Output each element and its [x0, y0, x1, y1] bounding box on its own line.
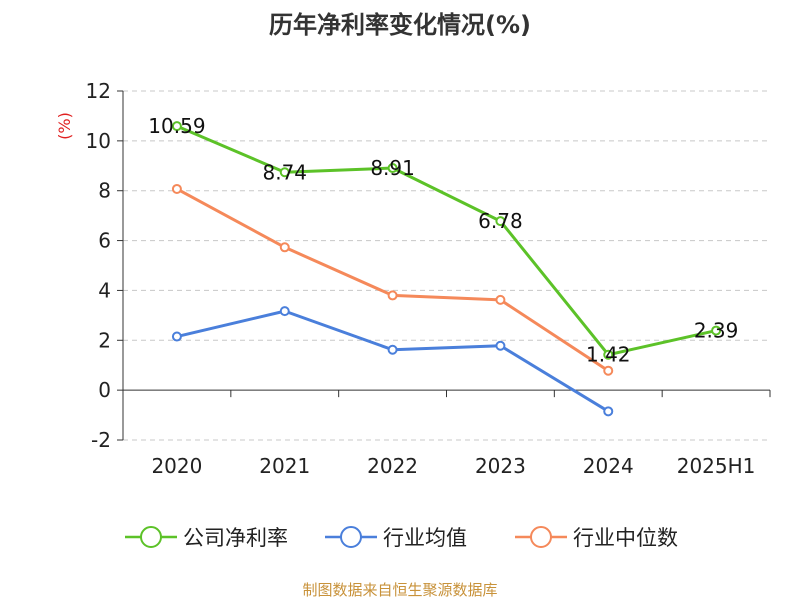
y-tick-label: 2: [98, 328, 111, 352]
legend-item-1[interactable]: 行业均值: [325, 526, 467, 550]
series-layer: [171, 121, 722, 417]
axes: -2 0 2 4 6 8 10 12 2020 2021 2022 2023 2024 2025H1: [86, 79, 771, 478]
data-label: 8.74: [262, 160, 307, 184]
legend-marker: [530, 526, 552, 548]
data-point[interactable]: [279, 167, 290, 178]
x-tick-label: 2021: [259, 454, 310, 478]
x-tick-label: 2023: [475, 454, 526, 478]
data-point[interactable]: [279, 242, 290, 253]
series-line: [176, 124, 717, 357]
series-line: [176, 309, 610, 413]
y-tick-label: 12: [86, 79, 111, 103]
y-tick-label: 0: [98, 378, 111, 402]
data-point[interactable]: [603, 349, 614, 360]
y-axis-unit-label: (%): [55, 112, 74, 140]
data-point[interactable]: [603, 365, 614, 376]
data-label: 2.39: [694, 319, 739, 343]
y-tick-label: 6: [98, 229, 111, 253]
chart-title: 历年净利率变化情况(%): [269, 11, 531, 39]
data-label: 6.78: [478, 209, 523, 233]
data-labels: 10.59 8.74 8.91 6.78 1.42 2.39: [148, 114, 738, 367]
series-line: [176, 187, 610, 372]
data-point[interactable]: [495, 340, 506, 351]
y-tick-label: 10: [86, 129, 111, 153]
x-tick-label: 2024: [583, 454, 634, 478]
legend-marker: [340, 526, 362, 548]
y-tick-label: 4: [98, 278, 111, 302]
series-2: [171, 183, 614, 376]
data-label: 8.91: [370, 156, 415, 180]
data-point[interactable]: [603, 406, 614, 417]
data-point[interactable]: [711, 325, 722, 336]
legend-marker: [140, 526, 162, 548]
legend-item-2[interactable]: 行业中位数: [515, 526, 678, 550]
x-tick-label: 2022: [367, 454, 418, 478]
data-point[interactable]: [387, 290, 398, 301]
data-point[interactable]: [279, 306, 290, 317]
data-point[interactable]: [387, 163, 398, 174]
x-tick-label: 2025H1: [677, 454, 756, 478]
y-tick-label: 8: [98, 179, 111, 203]
x-tick-label: 2020: [151, 454, 202, 478]
series-0: [171, 121, 722, 360]
data-point[interactable]: [171, 183, 182, 194]
data-point[interactable]: [495, 216, 506, 227]
legend[interactable]: 公司净利率 行业均值 行业中位数: [125, 526, 678, 550]
data-point[interactable]: [387, 344, 398, 355]
legend-label: 行业均值: [383, 526, 467, 550]
data-point[interactable]: [171, 331, 182, 342]
data-point[interactable]: [495, 294, 506, 305]
y-tick-label: -2: [91, 428, 111, 452]
data-label: 1.42: [586, 343, 631, 367]
legend-item-0[interactable]: 公司净利率: [125, 526, 288, 550]
legend-label: 公司净利率: [183, 526, 288, 550]
legend-label: 行业中位数: [573, 526, 678, 550]
data-point[interactable]: [171, 121, 182, 132]
data-label: 10.59: [148, 114, 205, 138]
source-note: 制图数据来自恒生聚源数据库: [302, 581, 497, 599]
series-1: [171, 306, 614, 417]
